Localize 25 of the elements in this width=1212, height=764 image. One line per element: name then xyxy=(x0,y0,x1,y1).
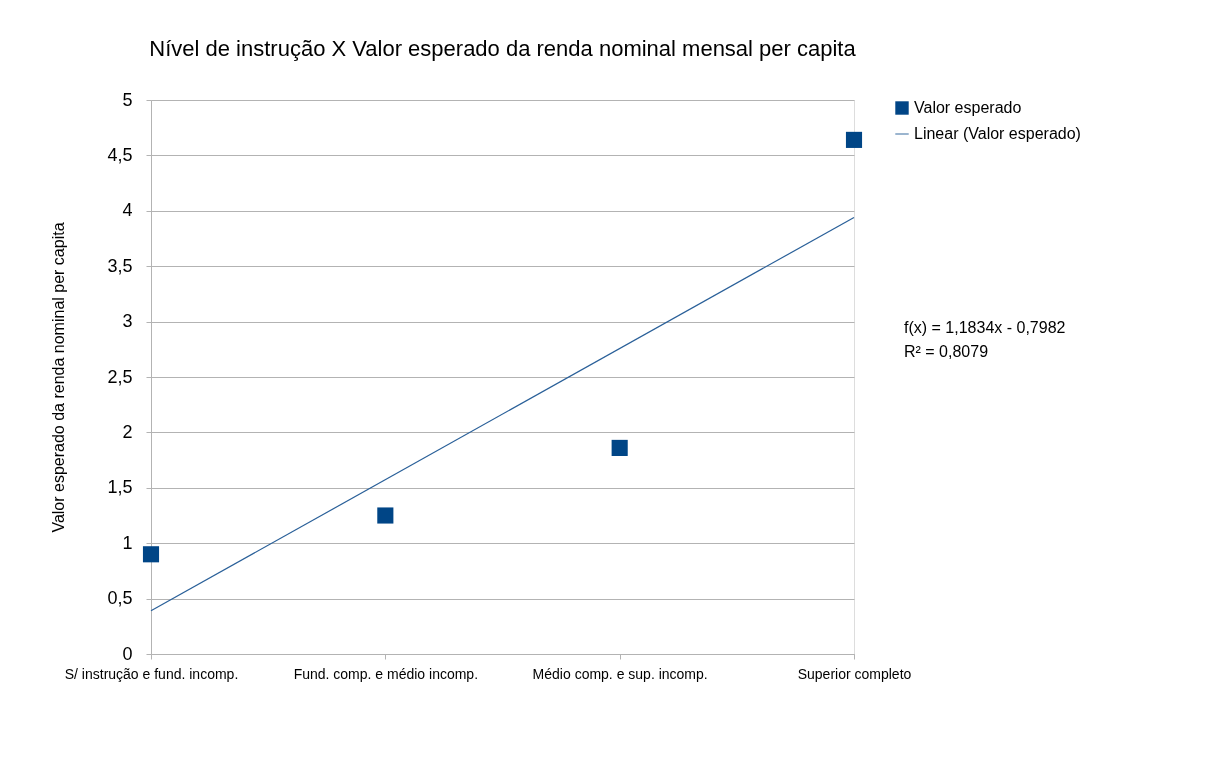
legend-label: Linear (Valor esperado) xyxy=(914,125,1081,142)
y-tick-label: 0,5 xyxy=(107,588,133,609)
point xyxy=(142,546,160,563)
x-tick-label: Médio comp. e sup. incomp. xyxy=(532,665,708,682)
point xyxy=(377,507,394,524)
point xyxy=(845,131,863,148)
y-tick-label: 5 xyxy=(122,89,133,110)
y-tick-label: 1 xyxy=(122,532,133,553)
y-tick-label: 2 xyxy=(122,421,133,442)
y-tick-label: 4 xyxy=(122,200,133,221)
y-tick-label: 3,5 xyxy=(107,255,133,276)
y-tick-label: 1,5 xyxy=(107,477,133,498)
point xyxy=(611,439,628,456)
legend-label: Valor esperado xyxy=(914,99,1022,116)
x-tick-label: Superior completo xyxy=(797,665,912,682)
y-tick-label: 3 xyxy=(122,311,133,332)
y-tick-label: 0 xyxy=(122,643,133,664)
x-tick-label: S/ instrução e fund. incomp. xyxy=(64,665,239,682)
x-tick-label: Fund. comp. e médio incomp. xyxy=(293,665,479,682)
text: R² = 0,8079 xyxy=(904,343,989,360)
text: f(x) = 1,1834x - 0,7982 xyxy=(904,319,1066,336)
y-tick-label: 2,5 xyxy=(107,366,133,387)
chart-title: Nível de instrução X Valor esperado da renda nominal mensal per capita xyxy=(149,36,857,61)
y-axis-title: Valor esperado da renda nominal per capita xyxy=(50,222,68,533)
y-tick-label: 4,5 xyxy=(107,144,133,165)
